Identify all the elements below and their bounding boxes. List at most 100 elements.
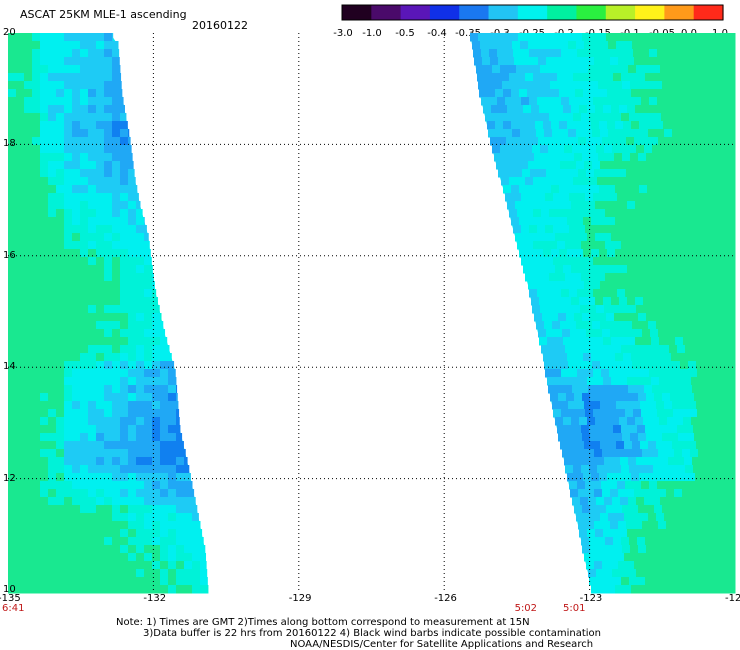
swath-pixel <box>613 177 622 186</box>
swath-pixel <box>612 457 621 466</box>
swath-pixel <box>695 473 704 482</box>
swath-pixel <box>726 33 735 42</box>
swath-pixel <box>526 81 535 90</box>
swath-pixel <box>88 225 97 234</box>
swath-pixel <box>96 513 105 522</box>
swath-pixel <box>8 105 17 114</box>
swath-pixel <box>666 57 675 66</box>
swath-pixel <box>24 185 33 194</box>
swath-pixel <box>48 377 57 386</box>
swath-pixel <box>679 121 688 130</box>
swath-pixel <box>112 377 121 386</box>
swath-pixel <box>651 265 660 274</box>
swath-pixel <box>64 89 73 98</box>
swath-pixel <box>144 329 153 338</box>
swath-pixel <box>56 161 65 170</box>
swath-pixel <box>541 273 550 282</box>
swath-pixel <box>667 201 676 210</box>
swath-pixel <box>677 177 686 186</box>
swath-pixel <box>713 409 722 418</box>
swath-pixel <box>705 369 714 378</box>
swath-pixel <box>96 81 105 90</box>
swath-pixel <box>577 289 586 298</box>
swath-pixel <box>617 225 626 234</box>
swath-pixel <box>584 161 593 170</box>
swath-pixel <box>24 513 33 522</box>
swath-pixel <box>665 481 674 490</box>
swath-pixel <box>32 329 41 338</box>
swath-pixel <box>725 273 734 282</box>
swath-pixel <box>641 225 650 234</box>
swath-pixel <box>634 57 643 66</box>
swath-pixel <box>637 345 646 354</box>
swath-pixel <box>56 57 65 66</box>
swath-pixel <box>64 545 73 554</box>
swath-pixel <box>160 385 169 394</box>
swath-pixel <box>144 529 153 538</box>
swath-pixel <box>72 161 81 170</box>
swath-pixel <box>731 105 736 114</box>
swath-pixel <box>112 65 121 74</box>
swath-pixel <box>120 265 129 274</box>
swath-pixel <box>519 121 528 130</box>
swath-pixel <box>40 505 49 514</box>
swath-pixel <box>72 425 81 434</box>
swath-pixel <box>502 33 511 42</box>
footer-note-line-1: Note: 1) Times are GMT 2)Times along bot… <box>116 617 530 628</box>
swath-pixel <box>656 129 665 138</box>
swath-pixel <box>128 385 137 394</box>
swath-pixel <box>670 433 679 442</box>
swath-pixel <box>557 73 566 82</box>
swath-pixel <box>689 257 698 266</box>
swath-pixel <box>730 169 736 178</box>
swath-pixel <box>652 569 661 578</box>
swath-pixel <box>136 569 145 578</box>
swath-pixel <box>639 585 648 594</box>
swath-pixel <box>595 265 604 274</box>
swath-pixel <box>64 377 73 386</box>
swath-pixel <box>16 497 25 506</box>
swath-pixel <box>677 73 686 82</box>
swath-pixel <box>727 249 736 258</box>
swath-pixel <box>627 417 636 426</box>
swath-pixel <box>602 449 611 458</box>
swath-pixel <box>573 241 582 250</box>
swath-pixel <box>168 473 177 482</box>
swath-pixel <box>670 81 679 90</box>
swath-pixel <box>575 121 584 130</box>
swath-pixel <box>588 145 597 154</box>
swath-pixel <box>713 257 722 266</box>
swath-pixel <box>665 225 674 234</box>
swath-pixel <box>168 401 177 410</box>
swath-pixel <box>112 225 121 234</box>
swath-pixel <box>679 473 688 482</box>
swath-pixel <box>64 169 73 178</box>
swath-pixel <box>120 545 129 554</box>
swath-pixel <box>629 465 638 474</box>
swath-pixel <box>24 529 33 538</box>
swath-pixel <box>709 73 718 82</box>
swath-pixel <box>641 369 650 378</box>
swath-pixel <box>112 305 121 314</box>
swath-pixel <box>558 33 567 42</box>
swath-pixel <box>664 553 673 562</box>
swath-pixel <box>176 481 185 490</box>
swath-pixel <box>136 457 145 466</box>
swath-pixel <box>136 513 145 522</box>
swath-pixel <box>40 321 49 330</box>
swath-pixel <box>16 337 25 346</box>
swath-pixel <box>655 217 664 226</box>
swath-pixel <box>674 489 683 498</box>
swath-pixel <box>40 473 49 482</box>
swath-pixel <box>607 353 616 362</box>
swath-pixel <box>629 577 638 586</box>
swath-pixel <box>104 273 113 282</box>
swath-pixel <box>112 73 121 82</box>
swath-pixel <box>120 489 129 498</box>
swath-pixel <box>88 297 97 306</box>
swath-pixel <box>641 49 650 58</box>
swath-pixel <box>726 505 735 514</box>
swath-pixel <box>80 369 89 378</box>
swath-pixel <box>566 81 575 90</box>
swath-pixel <box>168 545 177 554</box>
